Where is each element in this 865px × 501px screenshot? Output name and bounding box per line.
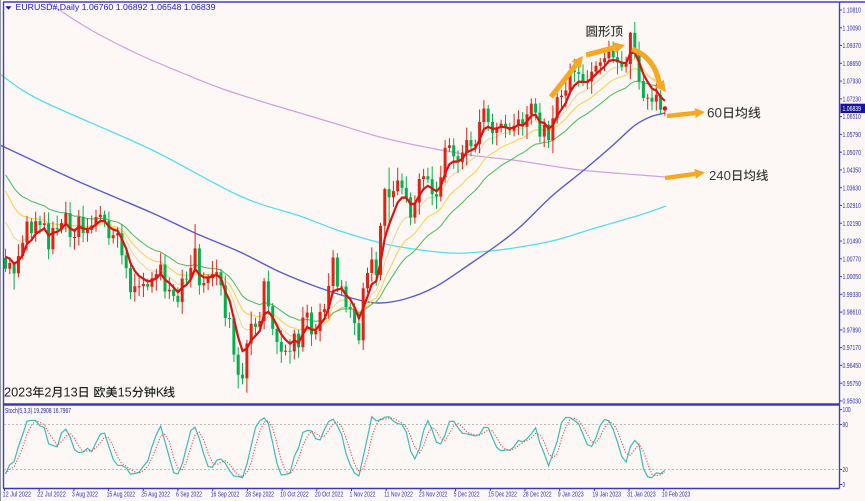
svg-text:1.03630: 1.03630	[843, 183, 862, 192]
svg-text:2: 2	[44, 386, 51, 400]
svg-text:12 Jul 2022: 12 Jul 2022	[3, 490, 32, 499]
svg-text:1.07930: 1.07930	[843, 77, 862, 86]
svg-text:EURUSD#,Daily 1.06760 1.06892: EURUSD#,Daily 1.06760 1.06892 1.06548 1.…	[16, 3, 217, 12]
svg-text:9 Jan 2023: 9 Jan 2023	[558, 490, 584, 499]
svg-text:K: K	[156, 386, 165, 400]
svg-text:1.00770: 1.00770	[843, 254, 862, 263]
svg-text:1.06839: 1.06839	[843, 104, 862, 113]
svg-text:1.08650: 1.08650	[843, 59, 862, 68]
svg-text:10 Feb 2023: 10 Feb 2023	[662, 490, 691, 499]
svg-text:3 Aug 2022: 3 Aug 2022	[72, 490, 98, 499]
svg-text:4: 4	[716, 168, 723, 183]
svg-text:31 Jan 2023: 31 Jan 2023	[627, 490, 656, 499]
svg-text:1: 1	[118, 386, 125, 400]
svg-text:2: 2	[18, 386, 25, 400]
svg-text:1.01490: 1.01490	[843, 237, 862, 246]
svg-text:1.06510: 1.06510	[843, 112, 862, 121]
svg-text:0: 0	[843, 480, 846, 489]
svg-text:1.05790: 1.05790	[843, 130, 862, 139]
svg-text:1.02910: 1.02910	[843, 201, 862, 210]
svg-text:16 Sep 2022: 16 Sep 2022	[211, 490, 240, 499]
svg-text:1.10090: 1.10090	[843, 23, 862, 32]
svg-text:15 Dec 2022: 15 Dec 2022	[488, 490, 517, 499]
svg-text:1.00050: 1.00050	[843, 272, 862, 281]
svg-text:25 Aug 2022: 25 Aug 2022	[141, 490, 170, 499]
svg-text:2: 2	[4, 386, 11, 400]
svg-text:3: 3	[71, 386, 78, 400]
svg-text:20: 20	[843, 465, 848, 474]
svg-text:80: 80	[843, 420, 848, 429]
svg-text:23 Nov 2022: 23 Nov 2022	[419, 490, 448, 499]
svg-text:0.96450: 0.96450	[843, 361, 862, 370]
svg-text:22 Jul 2022: 22 Jul 2022	[37, 490, 66, 499]
svg-text:0: 0	[715, 106, 723, 121]
svg-text:6: 6	[707, 106, 715, 121]
svg-text:28 Dec 2022: 28 Dec 2022	[523, 490, 552, 499]
svg-text:1.10810: 1.10810	[843, 6, 862, 15]
svg-text:0.97890: 0.97890	[843, 326, 862, 335]
svg-text:28 Sep 2022: 28 Sep 2022	[245, 490, 274, 499]
svg-text:3: 3	[25, 386, 32, 400]
svg-text:20 Oct 2022: 20 Oct 2022	[315, 490, 344, 499]
svg-text:1 Nov 2022: 1 Nov 2022	[350, 490, 376, 499]
svg-text:0.98610: 0.98610	[843, 308, 862, 317]
svg-text:1.07230: 1.07230	[843, 94, 862, 103]
svg-text:19 Jan 2023: 19 Jan 2023	[592, 490, 621, 499]
svg-text:5 Dec 2022: 5 Dec 2022	[454, 490, 480, 499]
svg-text:Stoch(5,3,3) 19.2908 16.7967: Stoch(5,3,3) 19.2908 16.7967	[5, 408, 71, 415]
svg-text:1.09370: 1.09370	[843, 41, 862, 50]
svg-text:11 Nov 2022: 11 Nov 2022	[384, 490, 413, 499]
svg-text:100: 100	[843, 405, 851, 414]
svg-text:1.04350: 1.04350	[843, 166, 862, 175]
svg-text:2: 2	[709, 168, 716, 183]
svg-text:1.05070: 1.05070	[843, 148, 862, 157]
svg-text:1.02190: 1.02190	[843, 219, 862, 228]
svg-text:1: 1	[64, 386, 71, 400]
svg-text:5: 5	[125, 386, 132, 400]
svg-text:0.99330: 0.99330	[843, 290, 862, 299]
svg-text:6 Sep 2022: 6 Sep 2022	[176, 490, 202, 499]
svg-text:0.95750: 0.95750	[843, 379, 862, 388]
svg-text:0.97170: 0.97170	[843, 343, 862, 352]
svg-text:0: 0	[724, 168, 731, 183]
svg-text:0: 0	[11, 386, 18, 400]
svg-text:15 Aug 2022: 15 Aug 2022	[107, 490, 136, 499]
svg-text:0.95030: 0.95030	[843, 397, 862, 406]
svg-text:10 Oct 2022: 10 Oct 2022	[280, 490, 309, 499]
